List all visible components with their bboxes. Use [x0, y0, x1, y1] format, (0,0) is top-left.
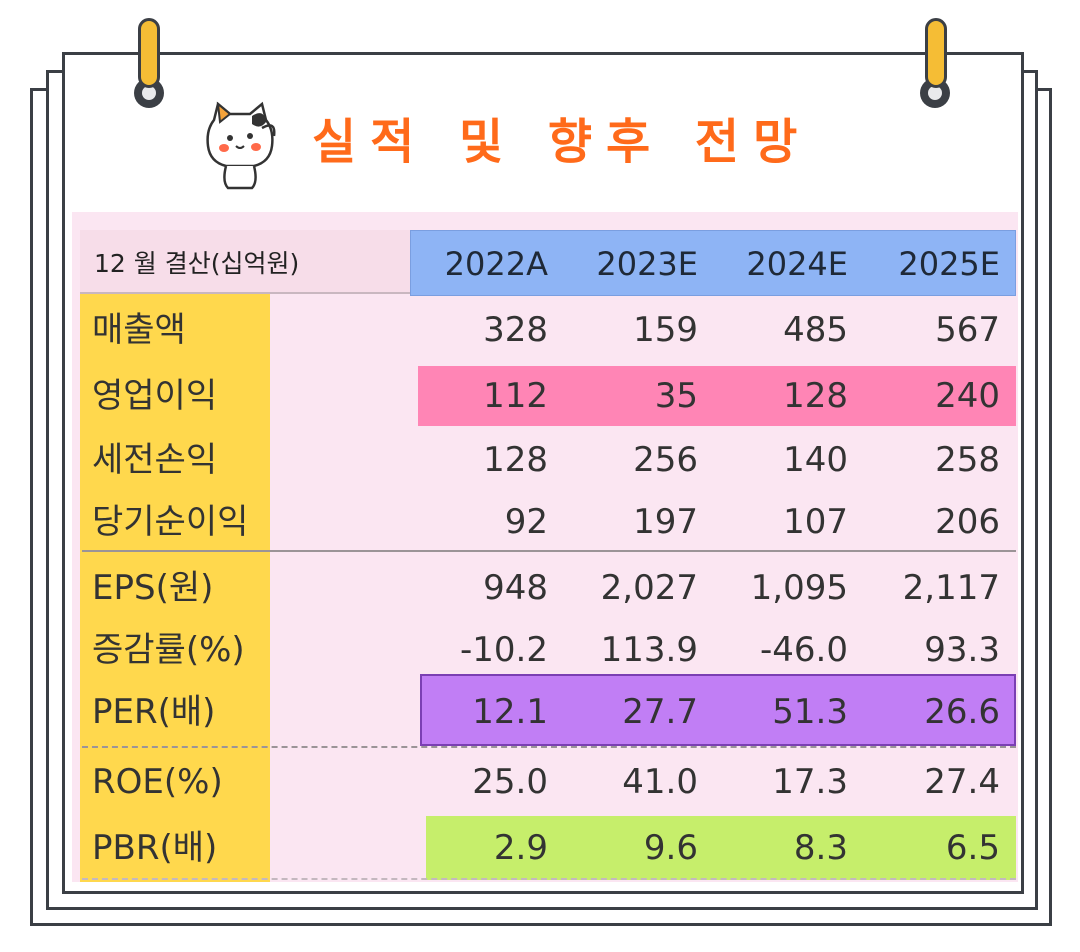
row-label: 매출액 — [92, 310, 186, 350]
label-column-background — [80, 294, 270, 882]
table-cell: 128 — [483, 440, 548, 480]
table-cell: 93.3 — [924, 630, 1000, 670]
earnings-table: 12 월 결산(십억원) 2022A 2023E 2024E 2025E 매출액… — [72, 212, 1018, 882]
header-unit-label: 12 월 결산(십억원) — [94, 249, 300, 278]
table-cell: 25.0 — [472, 762, 548, 802]
table-cell: 567 — [935, 310, 1000, 350]
table-cell: 92 — [504, 502, 548, 542]
table-cell: 35 — [654, 376, 698, 416]
row-label: 영업이익 — [92, 376, 218, 416]
table-cell: 8.3 — [793, 828, 848, 868]
row-label: ROE(%) — [92, 762, 223, 802]
table-cell: 948 — [483, 568, 548, 608]
row-label: PBR(배) — [92, 828, 218, 868]
table-cell: 159 — [633, 310, 698, 350]
table-cell: -10.2 — [460, 630, 548, 670]
table-cell: 107 — [783, 502, 848, 542]
table-cell: 17.3 — [772, 762, 848, 802]
row-label: 당기순이익 — [92, 502, 249, 542]
column-header: 2025E — [898, 245, 1000, 283]
section-divider — [82, 550, 1016, 552]
section-divider-dashed — [82, 746, 1016, 748]
table-cell: 485 — [783, 310, 848, 350]
table-cell: 27.7 — [622, 692, 698, 732]
table-header-years — [410, 230, 1016, 296]
table-cell: 140 — [783, 440, 848, 480]
table-cell: 41.0 — [622, 762, 698, 802]
table-cell: 206 — [935, 502, 1000, 542]
binder-ring-left — [138, 18, 160, 88]
row-label: PER(배) — [92, 692, 216, 732]
highlight-operating-profit — [418, 366, 1016, 426]
table-cell: 6.5 — [945, 828, 1000, 868]
cat-mascot-icon — [206, 101, 276, 190]
table-cell: 9.6 — [643, 828, 698, 868]
highlight-per — [420, 674, 1016, 746]
table-cell: 258 — [935, 440, 1000, 480]
table-cell: 26.6 — [924, 692, 1000, 732]
column-header: 2022A — [444, 245, 548, 283]
table-cell: 27.4 — [924, 762, 1000, 802]
page-title: 실적 및 향후 전망 — [312, 114, 812, 170]
column-header: 2024E — [746, 245, 848, 283]
highlight-pbr — [426, 816, 1016, 880]
row-label: 세전손익 — [92, 440, 218, 480]
table-cell: 113.9 — [600, 630, 698, 670]
table-cell: 12.1 — [472, 692, 548, 732]
table-cell: 2,027 — [600, 568, 698, 608]
table-cell: 128 — [783, 376, 848, 416]
table-cell: -46.0 — [760, 630, 848, 670]
table-cell: 256 — [633, 440, 698, 480]
table-cell: 197 — [633, 502, 698, 542]
table-cell: 328 — [483, 310, 548, 350]
table-cell: 51.3 — [772, 692, 848, 732]
row-label: 증감률(%) — [92, 630, 245, 670]
table-cell: 1,095 — [750, 568, 848, 608]
table-cell: 2.9 — [493, 828, 548, 868]
table-cell: 240 — [935, 376, 1000, 416]
table-bottom-line — [82, 878, 1016, 880]
table-cell: 112 — [483, 376, 548, 416]
table-cell: 2,117 — [902, 568, 1000, 608]
binder-ring-right — [925, 18, 947, 88]
column-header: 2023E — [596, 245, 698, 283]
table-header-label-cell — [80, 230, 410, 294]
row-label: EPS(원) — [92, 568, 214, 608]
